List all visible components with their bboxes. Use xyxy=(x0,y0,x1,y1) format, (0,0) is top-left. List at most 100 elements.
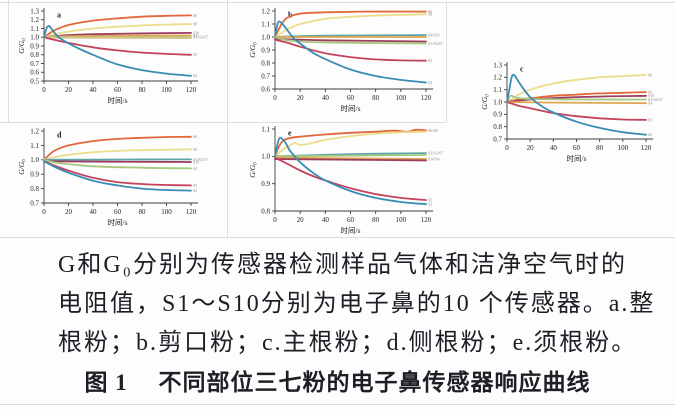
svg-text:0.8: 0.8 xyxy=(261,59,270,67)
series-S10 xyxy=(43,160,192,163)
svg-text:120: 120 xyxy=(421,216,432,224)
svg-text:0.6: 0.6 xyxy=(261,85,270,93)
svg-text:1.0: 1.0 xyxy=(261,153,270,161)
series-S4 xyxy=(43,158,192,170)
caption-line-1: G和G₀分别为传感器检测样品气体和洁净空气时的 xyxy=(58,252,628,278)
svg-text:0.8: 0.8 xyxy=(261,207,270,215)
svg-text:120: 120 xyxy=(186,86,197,94)
svg-text:S6: S6 xyxy=(648,90,652,95)
line-chart-b: 0.6 0.7 0.8 0.9 1.0 1.1 1.2 0 20 40 60 80 100 120 时间/s… xyxy=(248,7,443,113)
svg-text:S4: S4 xyxy=(648,101,652,106)
svg-text:1.1: 1.1 xyxy=(493,86,502,94)
svg-text:100: 100 xyxy=(618,144,629,152)
caption-line-2: 电阻值，S1～S10分别为电子鼻的10 个传感器。a.整 xyxy=(58,291,656,317)
series-S5 xyxy=(43,36,192,56)
svg-text:S8: S8 xyxy=(648,72,652,77)
svg-text:40: 40 xyxy=(90,208,98,216)
series-S1-S3-S7 xyxy=(506,94,647,103)
line-chart-c: 0.7 0.8 0.9 1.0 1.1 1.2 1.3 0 20 40 60 80 100 120 时间/s… xyxy=(480,61,663,163)
svg-text:S2: S2 xyxy=(193,73,197,78)
line-chart-a: 0.50.60.70.80.91.01.11.21.3 0 20 40 60 80 100 1… xyxy=(17,7,208,105)
svg-text:S5: S5 xyxy=(428,197,432,202)
svg-text:S10: S10 xyxy=(648,93,654,98)
separator-line-top xyxy=(0,2,675,3)
svg-text:a: a xyxy=(57,11,61,20)
svg-text:0.7: 0.7 xyxy=(30,199,39,207)
svg-text:G/G0: G/G0 xyxy=(248,42,259,58)
chart-panel-d-lateral-root: 0.7 0.8 0.9 1.0 1.1 1.2 0 20 40 60 80 100 120 时间/s G/G… xyxy=(16,124,218,228)
svg-text:100: 100 xyxy=(396,216,407,224)
svg-text:20: 20 xyxy=(297,94,305,102)
svg-text:G/G0: G/G0 xyxy=(248,162,259,178)
svg-text:80: 80 xyxy=(372,216,380,224)
svg-text:80: 80 xyxy=(372,94,380,102)
separator-line-left xyxy=(8,0,9,122)
svg-text:0.7: 0.7 xyxy=(493,135,502,143)
svg-text:1.3: 1.3 xyxy=(493,61,502,69)
svg-text:d: d xyxy=(57,131,62,140)
svg-text:S10: S10 xyxy=(193,159,199,164)
svg-text:80: 80 xyxy=(139,86,147,94)
svg-text:1.0: 1.0 xyxy=(261,33,270,41)
svg-text:1.3: 1.3 xyxy=(30,7,39,15)
svg-text:S5: S5 xyxy=(428,58,432,63)
svg-text:0: 0 xyxy=(42,86,46,94)
svg-text:100: 100 xyxy=(396,94,407,102)
svg-text:1.0: 1.0 xyxy=(30,34,39,42)
svg-text:0: 0 xyxy=(273,94,277,102)
svg-text:S2: S2 xyxy=(193,188,197,193)
series-S5 xyxy=(43,160,192,187)
series-S10 xyxy=(506,94,647,103)
svg-text:1.2: 1.2 xyxy=(493,74,502,82)
separator-line-middle xyxy=(0,122,447,123)
series-S2 xyxy=(43,24,192,77)
svg-text:60: 60 xyxy=(347,94,355,102)
svg-text:20: 20 xyxy=(527,144,535,152)
svg-text:40: 40 xyxy=(90,86,98,94)
svg-text:1.0: 1.0 xyxy=(30,156,39,164)
caption-line-3: 根粉；b.剪口粉；c.主根粉；d.侧根粉；e.须根粉。 xyxy=(58,330,638,356)
svg-text:S4: S4 xyxy=(193,166,197,171)
svg-text:S10/S4: S10/S4 xyxy=(428,156,440,161)
svg-text:40: 40 xyxy=(550,144,558,152)
series-S7 xyxy=(274,154,427,158)
svg-text:0.8: 0.8 xyxy=(30,185,39,193)
svg-text:60: 60 xyxy=(114,208,122,216)
series-S2 xyxy=(506,73,647,136)
svg-text:0.8: 0.8 xyxy=(493,123,502,131)
svg-text:0.8: 0.8 xyxy=(30,51,39,59)
separator-line-below-charts xyxy=(0,237,675,238)
svg-text:S5: S5 xyxy=(648,117,652,122)
line-chart-d: 0.7 0.8 0.9 1.0 1.1 1.2 0 20 40 60 80 100 120 时间/s G/G… xyxy=(17,127,208,227)
svg-text:1.0: 1.0 xyxy=(493,98,502,106)
svg-text:0.9: 0.9 xyxy=(261,46,270,54)
series-S10 xyxy=(274,158,427,162)
svg-text:0.5: 0.5 xyxy=(30,77,39,85)
series-S5 xyxy=(274,156,427,201)
svg-text:c: c xyxy=(520,65,524,74)
svg-text:时间/s: 时间/s xyxy=(340,103,360,113)
svg-text:b: b xyxy=(288,11,293,20)
svg-text:1.2: 1.2 xyxy=(261,7,270,15)
svg-text:1.2: 1.2 xyxy=(30,127,39,135)
svg-text:0.9: 0.9 xyxy=(493,111,502,119)
svg-text:S2: S2 xyxy=(648,132,652,137)
svg-text:S5: S5 xyxy=(193,183,197,188)
svg-text:S4/S10: S4/S10 xyxy=(428,32,440,37)
chart-panel-e-fibrous-root: 0.8 0.9 1.0 1.1 0 20 40 60 80 100 120 时间/s G/G0 e S6/S… xyxy=(247,122,453,236)
series-S10 xyxy=(274,38,427,43)
series-S6 xyxy=(274,10,427,38)
separator-line-right-column xyxy=(446,2,447,122)
series-S8 xyxy=(43,148,192,161)
svg-text:G/G0: G/G0 xyxy=(17,159,28,175)
separator-line-page-bottom xyxy=(0,404,675,405)
svg-text:S1/S3/S7: S1/S3/S7 xyxy=(648,97,663,102)
svg-text:60: 60 xyxy=(114,86,122,94)
svg-text:S2: S2 xyxy=(428,202,432,207)
series-S6 xyxy=(506,91,647,103)
svg-text:1.1: 1.1 xyxy=(261,20,270,28)
series-S8 xyxy=(274,13,427,38)
figure-caption: G和G₀分别为传感器检测样品气体和洁净空气时的 电阻值，S1～S10分别为电子鼻… xyxy=(0,246,675,403)
svg-text:S8: S8 xyxy=(428,12,432,17)
svg-text:S6: S6 xyxy=(193,134,197,139)
